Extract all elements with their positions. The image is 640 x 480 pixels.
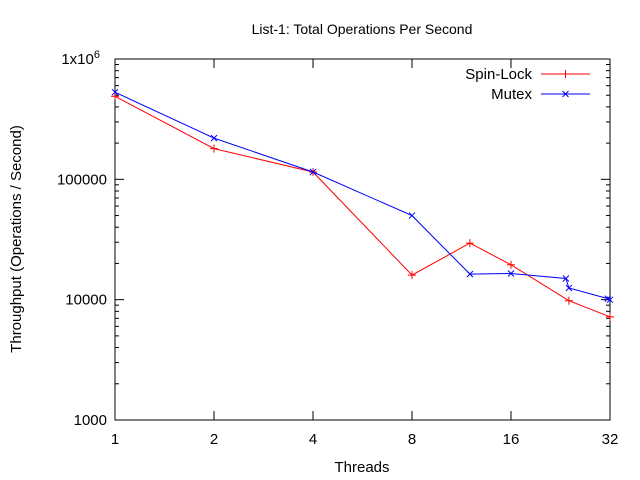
marker-stroke (604, 295, 612, 302)
y-tick-label: 10000 (65, 292, 107, 309)
legend: Spin-Lock Mutex (465, 66, 590, 103)
data-point-spin-lock (564, 296, 573, 305)
series-line-spin-lock (114, 95, 611, 318)
marker-stroke (565, 284, 573, 292)
marker-stroke (466, 270, 474, 278)
marker-stroke (562, 90, 569, 98)
y-axis-title: Throughput (Operations / Second) (8, 125, 25, 353)
data-point-mutex (309, 168, 317, 176)
series-line-mutex (114, 91, 611, 301)
legend-marker-mutex (562, 90, 569, 98)
legend-label-spin-lock: Spin-Lock (465, 66, 532, 83)
data-point-spin-lock (465, 239, 474, 248)
marker-stroke (408, 212, 416, 219)
marker-stroke (562, 275, 570, 282)
plot-frame (114, 58, 611, 421)
data-point-spin-lock (210, 144, 218, 153)
data-point-spin-lock (408, 271, 416, 280)
data-point-spin-lock (507, 260, 515, 269)
marker-stroke (111, 88, 119, 96)
data-point-mutex (604, 295, 612, 302)
y-tick-label: 100000 (57, 171, 107, 188)
legend-label-mutex: Mutex (491, 86, 532, 103)
x-tick-label: 8 (408, 431, 416, 448)
data-point-mutex (408, 212, 416, 219)
y-axis-ticks: 1000 10000 100000 1x106 (57, 49, 610, 429)
x-tick-label: 1 (111, 431, 119, 448)
y-tick-label: 1x106 (61, 49, 100, 68)
y-tick-label: 1000 (74, 412, 107, 429)
marker-stroke (606, 296, 614, 304)
data-point-spin-lock (111, 92, 119, 101)
marker-stroke (210, 134, 218, 142)
series-layer (111, 88, 614, 321)
x-axis-ticks: 1 2 4 8 16 32 (111, 59, 619, 448)
data-point-mutex (111, 88, 119, 96)
data-point-mutex (466, 270, 474, 278)
legend-marker-spin-lock (561, 70, 570, 78)
marker-stroke (507, 270, 515, 277)
x-axis-title: Threads (334, 459, 389, 476)
data-point-mutex (562, 275, 570, 282)
data-point-mutex (606, 296, 614, 304)
series-mutex (111, 88, 614, 304)
x-tick-label: 2 (210, 431, 218, 448)
chart-title: List-1: Total Operations Per Second (252, 21, 473, 37)
y-tick-exponent: 6 (94, 49, 100, 61)
marker-stroke (309, 168, 317, 176)
data-point-mutex (565, 284, 573, 292)
data-point-spin-lock (606, 312, 614, 321)
data-point-mutex (210, 134, 218, 142)
x-tick-label: 4 (309, 431, 317, 448)
series-spin-lock (111, 92, 614, 321)
x-tick-label: 16 (503, 431, 520, 448)
x-tick-label: 32 (602, 431, 619, 448)
data-point-mutex (507, 270, 515, 277)
